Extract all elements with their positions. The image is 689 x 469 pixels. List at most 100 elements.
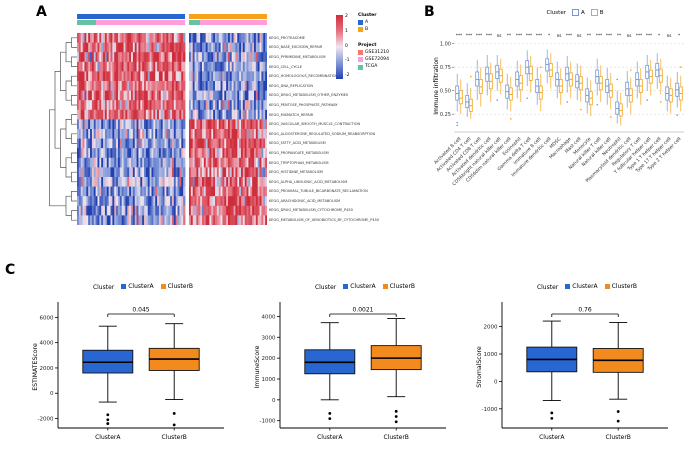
y-tick-label: 2000 — [40, 366, 54, 372]
outlier-point — [106, 422, 110, 425]
legend-item: B — [358, 27, 377, 33]
c-swatch-a — [565, 284, 571, 289]
outlier-point — [106, 413, 110, 417]
heatmap-row-label: KEGG_TRYPTOPHAN_METABOLISM — [269, 160, 329, 165]
outlier-point — [616, 410, 620, 413]
y-axis-label: StromalScore — [476, 346, 483, 388]
cluster-legend-title: Cluster — [358, 13, 377, 18]
cluster-a-label: ClusterA — [572, 283, 598, 290]
cluster-bar-B — [189, 14, 267, 19]
y-tick-label: 0.50 — [440, 88, 451, 94]
colorbar-tick: 1 — [345, 28, 348, 34]
colorbar-tick-labels: 2 1 0 -1 -2 — [345, 14, 350, 78]
heatmap-row-label: KEGG_DRUG_METABOLISM_OTHER_ENZYMES — [269, 93, 349, 98]
y-tick-label: 3000 — [262, 335, 276, 341]
heatmap-row-label: KEGG_ARACHIDONIC_ACID_METABOLISM — [269, 198, 341, 203]
heatmap-row-label: KEGG_PROPANOATE_METABOLISM — [269, 150, 329, 155]
heatmap-row-label: KEGG_METABOLISM_OF_XENOBIOTICS_BY_CYTOCH… — [269, 218, 380, 223]
cluster-a-label: ClusterA — [128, 283, 154, 290]
x-tick-label: ClusterB — [161, 434, 186, 441]
y-tick-label: 1000 — [484, 352, 498, 358]
legend-item: ClusterB — [382, 283, 415, 290]
legend-item: ClusterA — [343, 283, 376, 290]
immune-legend: Cluster A B — [520, 9, 630, 18]
legend-title: Cluster — [92, 283, 115, 291]
y-tick-label: -1000 — [482, 407, 498, 413]
panel-a-label: A — [36, 4, 47, 20]
outlier-point — [540, 66, 542, 69]
project-bar-GSE72094 — [200, 20, 267, 25]
project-bar-GSE72094 — [95, 20, 185, 25]
c-swatch-b — [382, 284, 388, 289]
heatmap-row-label: KEGG_PROXIMAL_TUBULE_BICARBONATE_RECLAMA… — [269, 189, 368, 194]
significance-label: ** — [507, 33, 511, 38]
stromal-score-plot: -1000 0 1000 2000 StromalScore ClusterA Cluste… — [476, 302, 668, 441]
b-legend-b-label: B — [599, 9, 604, 16]
outlier-point — [596, 103, 598, 106]
project-swatch-1 — [358, 57, 363, 63]
outlier-point — [394, 420, 398, 424]
heatmap-row-label: KEGG_MISMATCH_REPAIR — [269, 112, 314, 117]
c-swatch-b — [604, 284, 610, 289]
row-dendrogram — [49, 37, 77, 221]
outlier-point — [456, 121, 458, 124]
heatmap-row-label: KEGG_DNA_REPLICATION — [269, 83, 313, 88]
significance-label: *** — [456, 33, 462, 38]
b-legend-a-swatch — [571, 9, 579, 16]
y-tick-label: 2000 — [262, 356, 276, 362]
y-tick-label: 1.00 — [440, 42, 451, 48]
heatmap-row-label: KEGG_ALDOSTERONE_REGULATED_SODIUM_REABSO… — [269, 131, 376, 136]
outlier-point — [172, 412, 176, 415]
outlier-point — [580, 108, 582, 111]
significance-label: *** — [486, 33, 492, 38]
legend-item: B — [590, 9, 604, 16]
outlier-point — [496, 99, 498, 101]
project-swatch-0 — [358, 50, 363, 56]
significance-label: ns — [557, 33, 562, 38]
heatmap-row-labels: KEGG_PROTEASOME KEGG_BASE_EXCISION_REPAIR… — [269, 33, 429, 225]
p-value: 0.76 — [578, 307, 592, 314]
significance-label: ns — [627, 33, 632, 38]
immune-legend-title: Cluster — [546, 10, 566, 17]
y-tick-label: 0 — [494, 379, 498, 385]
significance-label: ** — [587, 33, 591, 38]
significance-label: *** — [476, 33, 482, 38]
outlier-point — [680, 66, 682, 69]
estimate-legend: Cluster ClusterA ClusterB — [73, 283, 213, 292]
stromal-legend: Cluster ClusterA ClusterB — [517, 283, 657, 292]
significance-label: ** — [617, 33, 621, 38]
heatmap-row-label: KEGG_VASCULAR_SMOOTH_MUSCLE_CONTRACTION — [269, 122, 361, 127]
legend-item: TCGA — [358, 64, 389, 70]
significance-label: *** — [516, 33, 522, 38]
heatmap-cluster-legend: Cluster A B — [358, 13, 377, 34]
outlier-point — [646, 99, 648, 101]
outlier-point — [394, 409, 398, 413]
y-tick-label: 0 — [50, 391, 54, 397]
legend-item: ClusterA — [121, 283, 154, 290]
colorbar-tick: 0 — [345, 43, 348, 49]
significance-label: *** — [636, 33, 642, 38]
cluster-bar-A — [77, 14, 185, 19]
significance-label: *** — [536, 33, 542, 38]
outlier-point — [660, 101, 662, 103]
x-tick-label: ClusterA — [317, 434, 343, 441]
y-tick-label: 4000 — [262, 314, 276, 320]
heatmap-row-label: KEGG_BASE_EXCISION_REPAIR — [269, 45, 323, 50]
b-legend-b-swatch — [590, 9, 598, 16]
outlier-point — [172, 423, 176, 427]
panel-c-label: C — [5, 262, 16, 278]
outlier-point — [456, 124, 458, 127]
b-legend-a-label: A — [580, 9, 585, 16]
c-swatch-a — [343, 284, 349, 289]
x-tick-label: ClusterB — [605, 434, 630, 441]
significance-label: * — [678, 33, 680, 38]
panel-b-label: B — [424, 4, 435, 20]
significance-label: *** — [566, 33, 572, 38]
c-swatch-a — [121, 284, 127, 289]
x-tick-label: ClusterB — [383, 434, 408, 441]
legend-item: ClusterB — [604, 283, 637, 290]
heatmap-row-label: KEGG_FATTY_ACID_METABOLISM — [269, 141, 326, 146]
project-label-0: GSE31210 — [365, 49, 389, 55]
y-tick-label: 4000 — [40, 341, 54, 347]
